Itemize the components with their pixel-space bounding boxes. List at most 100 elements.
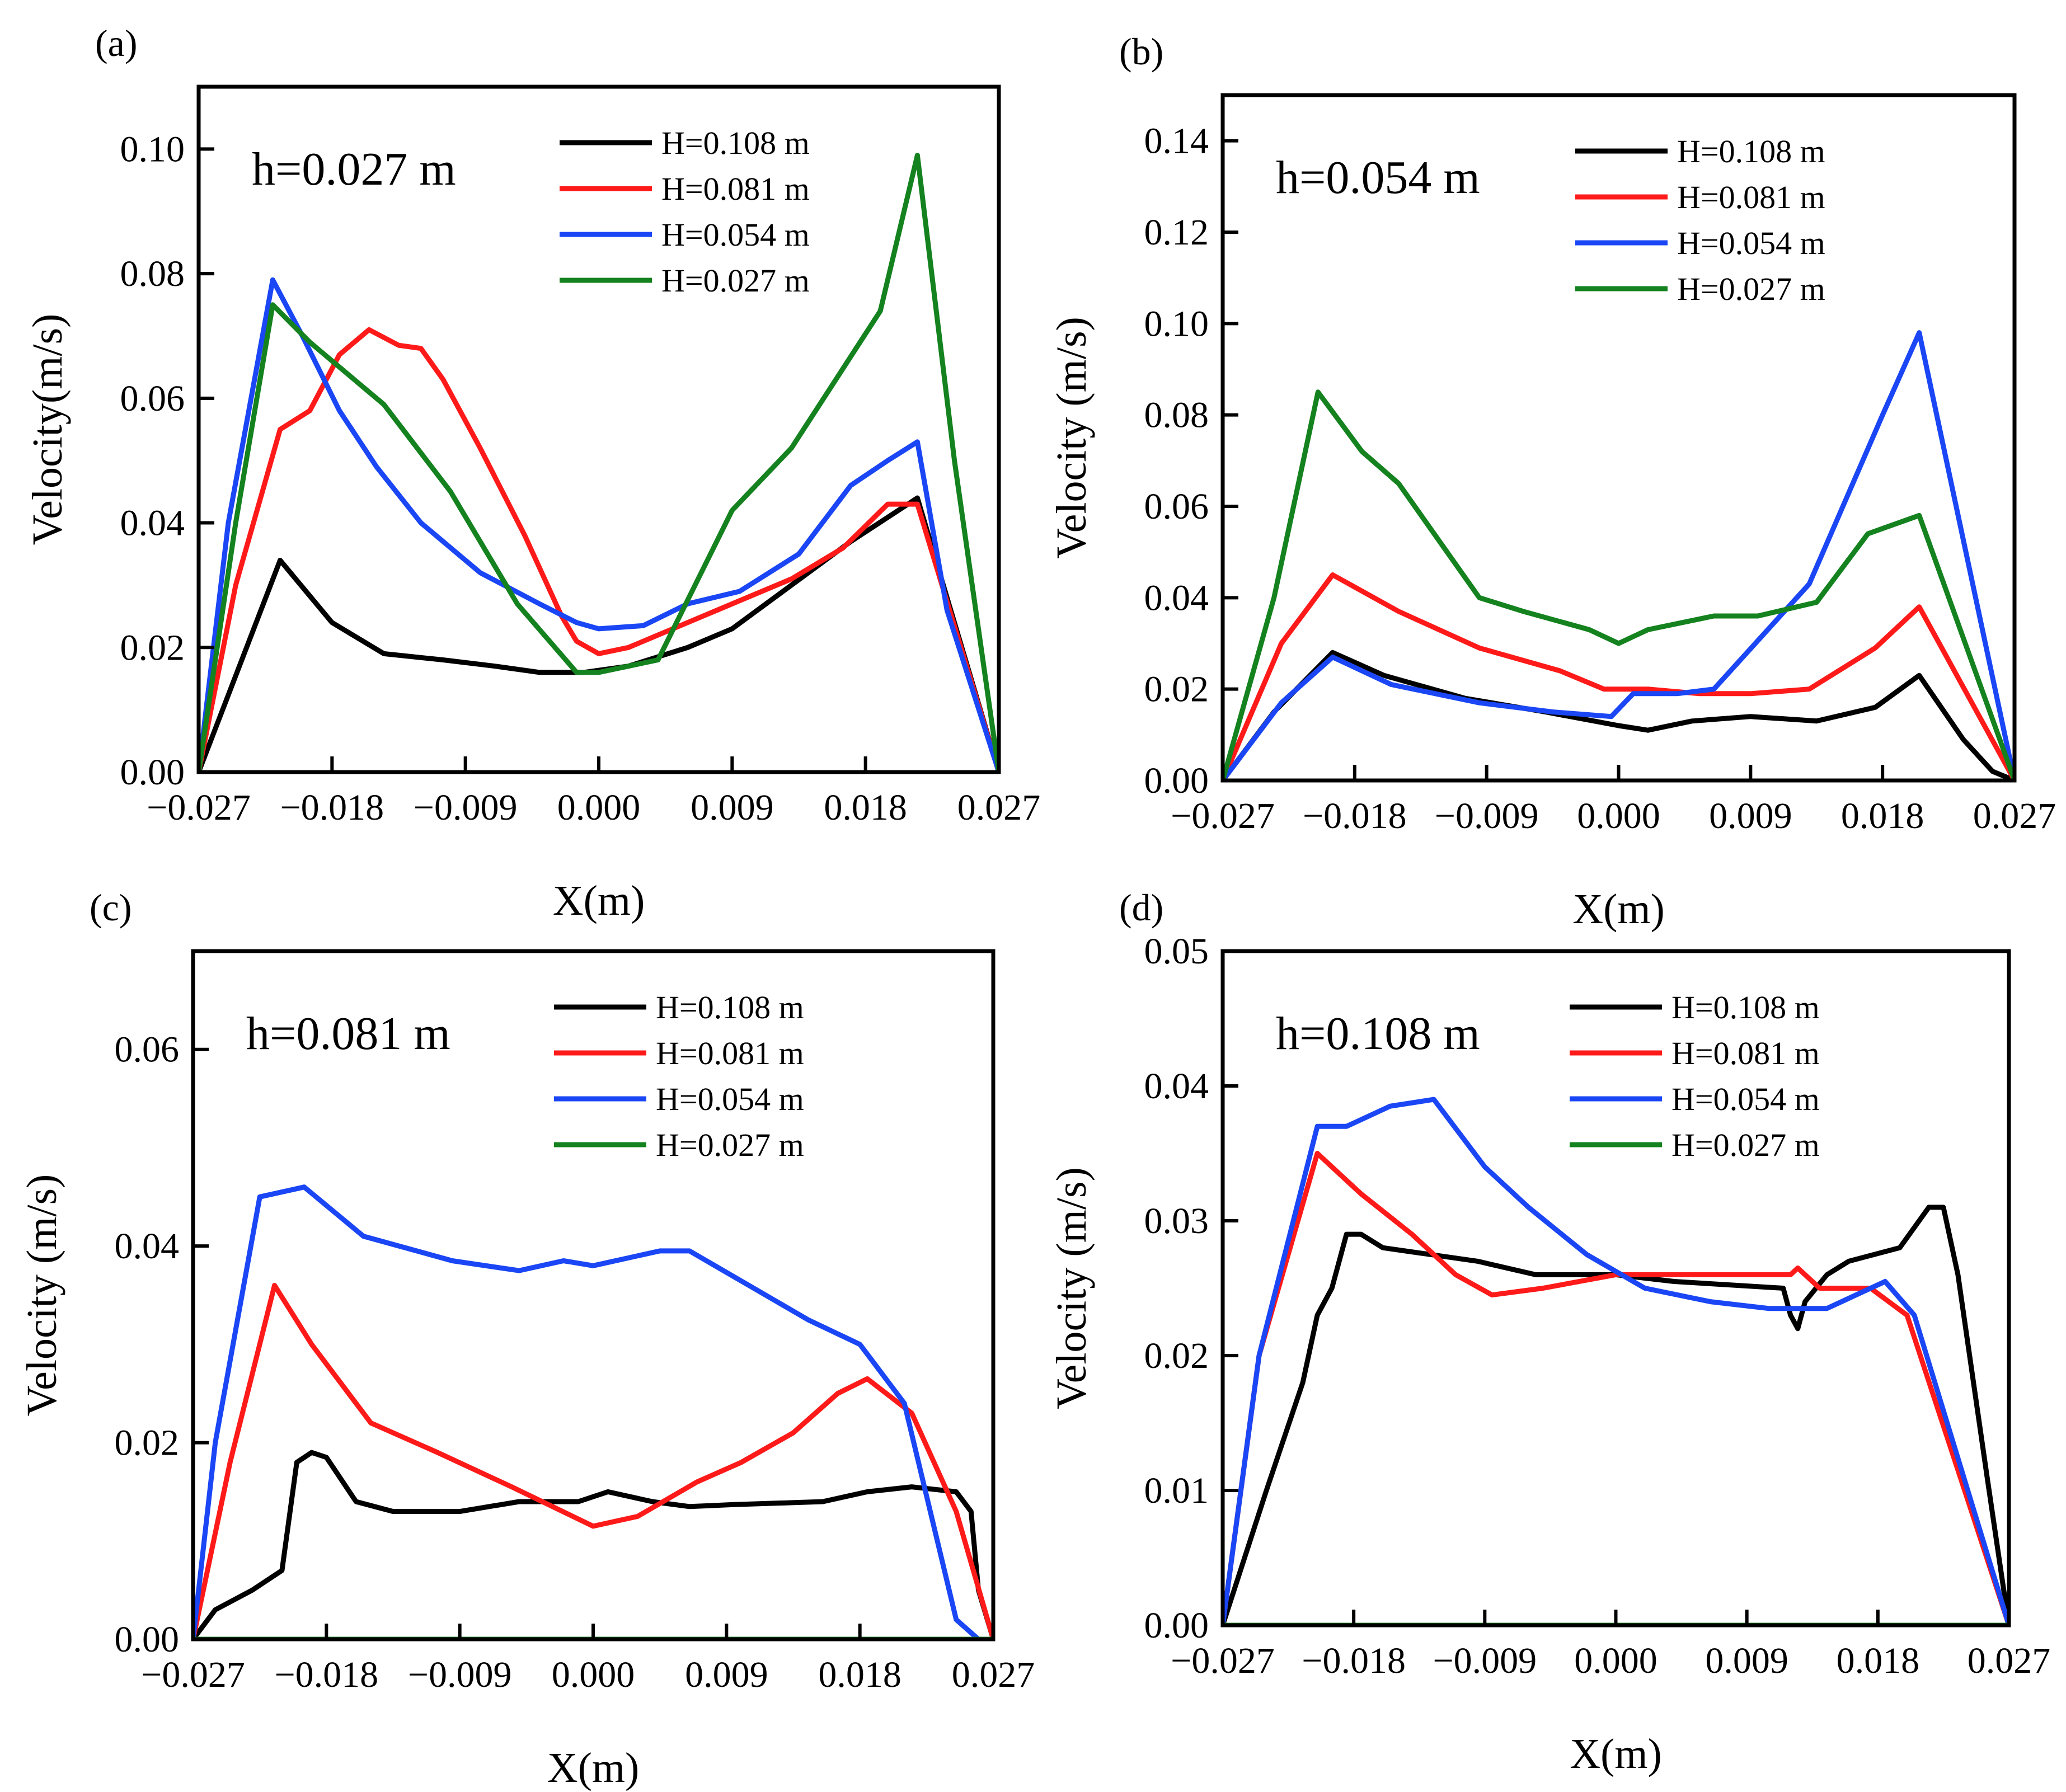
series-line-a-1 xyxy=(199,327,999,772)
panel-label: (b) xyxy=(1119,30,1163,73)
x-tick-label: 0.018 xyxy=(824,787,907,828)
y-axis-label: Velocity (m/s) xyxy=(1048,317,1095,559)
legend-label: H=0.054 m xyxy=(1671,1081,1820,1117)
x-tick-label: −0.018 xyxy=(280,787,384,828)
y-tick-label: 0.00 xyxy=(1144,1605,1209,1646)
x-tick-label: 0.000 xyxy=(1574,1640,1658,1681)
legend-label: H=0.054 m xyxy=(1677,225,1825,261)
panel-label: (a) xyxy=(95,22,137,64)
legend-label: H=0.081 m xyxy=(656,1035,804,1071)
x-tick-label: −0.027 xyxy=(147,787,251,828)
series-line-c-1 xyxy=(193,1282,993,1639)
series-line-a-2 xyxy=(199,277,999,772)
y-tick-label: 0.10 xyxy=(1144,303,1209,344)
x-tick-label: 0.027 xyxy=(957,787,1041,828)
legend-label: H=0.054 m xyxy=(661,217,810,253)
series-line-b-1 xyxy=(1223,572,2015,780)
legend-label: H=0.027 m xyxy=(1677,271,1825,307)
panel-label: (c) xyxy=(90,886,132,929)
series-line-c-2 xyxy=(193,1184,993,1639)
x-tick-label: −0.009 xyxy=(1435,796,1539,836)
y-axis-label: Velocity (m/s) xyxy=(1048,1167,1095,1409)
series-line-a-0 xyxy=(199,495,999,772)
chart-panel-b: −0.027 −0.018 −0.009 0.000 0.009 0.018 0.027 0.… xyxy=(1048,30,2056,933)
series-line-c-0 xyxy=(193,1450,993,1639)
legend-label: H=0.027 m xyxy=(656,1127,804,1163)
condition-annotation: h=0.027 m xyxy=(252,143,456,195)
x-axis-label: X(m) xyxy=(1570,1730,1662,1777)
series-line-b-3 xyxy=(1223,389,2015,780)
y-tick-label: 0.05 xyxy=(1144,931,1209,972)
x-tick-label: 0.000 xyxy=(557,787,641,828)
y-axis-label: Velocity (m/s) xyxy=(18,1174,65,1417)
legend-label: H=0.108 m xyxy=(661,125,810,161)
chart-panel-d: −0.027 −0.018 −0.009 0.000 0.009 0.018 0.027 0.… xyxy=(1048,886,2050,1777)
y-tick-label: 0.01 xyxy=(1144,1470,1209,1511)
x-tick-label: 0.009 xyxy=(1709,796,1792,836)
x-tick-label: 0.018 xyxy=(818,1654,901,1695)
x-tick-label: −0.018 xyxy=(274,1654,378,1695)
y-tick-label: 0.04 xyxy=(120,503,185,544)
condition-annotation: h=0.054 m xyxy=(1276,152,1480,204)
x-tick-label: −0.027 xyxy=(1171,796,1275,836)
y-tick-label: 0.02 xyxy=(115,1423,180,1464)
legend-label: H=0.108 m xyxy=(1671,989,1820,1026)
y-axis-label: Velocity(m/s) xyxy=(24,314,71,545)
series-line-b-2 xyxy=(1223,330,2015,780)
x-tick-label: 0.009 xyxy=(1705,1640,1788,1681)
y-tick-label: 0.08 xyxy=(1144,395,1209,436)
x-tick-label: −0.009 xyxy=(1433,1640,1537,1681)
x-tick-label: −0.027 xyxy=(141,1654,245,1695)
x-tick-label: 0.027 xyxy=(952,1654,1035,1695)
series-line-a-3 xyxy=(199,153,999,772)
y-tick-label: 0.02 xyxy=(1144,669,1209,710)
y-tick-label: 0.12 xyxy=(1144,212,1209,253)
y-tick-label: 0.10 xyxy=(120,129,185,170)
chart-panel-c: −0.027 −0.018 −0.009 0.000 0.009 0.018 0.027 0.… xyxy=(18,886,1035,1791)
y-tick-label: 0.04 xyxy=(115,1226,180,1267)
x-tick-label: 0.018 xyxy=(1837,1640,1920,1681)
x-tick-label: 0.009 xyxy=(685,1654,768,1695)
x-tick-label: −0.018 xyxy=(1303,796,1407,836)
x-tick-label: −0.018 xyxy=(1302,1640,1406,1681)
x-tick-label: 0.027 xyxy=(1968,1640,2051,1681)
x-tick-label: 0.027 xyxy=(1973,796,2056,836)
legend: H=0.108 m H=0.081 m H=0.054 m H=0.027 m xyxy=(560,125,810,299)
legend-label: H=0.027 m xyxy=(661,262,810,299)
series-line-d-0 xyxy=(1223,1205,2009,1625)
y-tick-label: 0.00 xyxy=(1144,760,1209,801)
y-tick-label: 0.06 xyxy=(115,1029,180,1070)
condition-annotation: h=0.108 m xyxy=(1276,1008,1480,1060)
y-tick-label: 0.08 xyxy=(120,253,185,294)
condition-annotation: h=0.081 m xyxy=(246,1008,450,1060)
x-tick-label: −0.009 xyxy=(408,1654,512,1695)
legend-label: H=0.081 m xyxy=(1671,1035,1820,1071)
x-tick-label: −0.009 xyxy=(414,787,518,828)
x-axis-label: X(m) xyxy=(553,877,645,924)
legend-label: H=0.027 m xyxy=(1671,1127,1820,1163)
y-tick-label: 0.02 xyxy=(120,627,185,668)
y-tick-label: 0.14 xyxy=(1144,121,1209,162)
series-line-d-2 xyxy=(1223,1097,2009,1625)
y-tick-label: 0.00 xyxy=(115,1619,180,1660)
legend-label: H=0.054 m xyxy=(656,1081,804,1117)
legend: H=0.108 m H=0.081 m H=0.054 m H=0.027 m xyxy=(1570,989,1820,1163)
y-tick-label: 0.03 xyxy=(1144,1201,1209,1241)
y-tick-label: 0.06 xyxy=(120,378,185,419)
legend-label: H=0.108 m xyxy=(656,989,804,1026)
legend-label: H=0.081 m xyxy=(1677,179,1825,215)
x-tick-label: 0.018 xyxy=(1841,796,1924,836)
legend: H=0.108 m H=0.081 m H=0.054 m H=0.027 m xyxy=(554,989,804,1163)
x-tick-label: 0.000 xyxy=(552,1654,635,1695)
series-line-d-1 xyxy=(1223,1151,2009,1625)
y-tick-label: 0.04 xyxy=(1144,1066,1209,1107)
x-tick-label: 0.000 xyxy=(1577,796,1660,836)
x-axis-label: X(m) xyxy=(1572,886,1665,933)
x-tick-label: 0.009 xyxy=(691,787,774,828)
x-tick-label: −0.027 xyxy=(1171,1640,1275,1681)
legend: H=0.108 m H=0.081 m H=0.054 m H=0.027 m xyxy=(1575,133,1825,307)
legend-label: H=0.108 m xyxy=(1677,133,1825,170)
y-tick-label: 0.04 xyxy=(1144,577,1209,618)
y-tick-label: 0.02 xyxy=(1144,1335,1209,1376)
